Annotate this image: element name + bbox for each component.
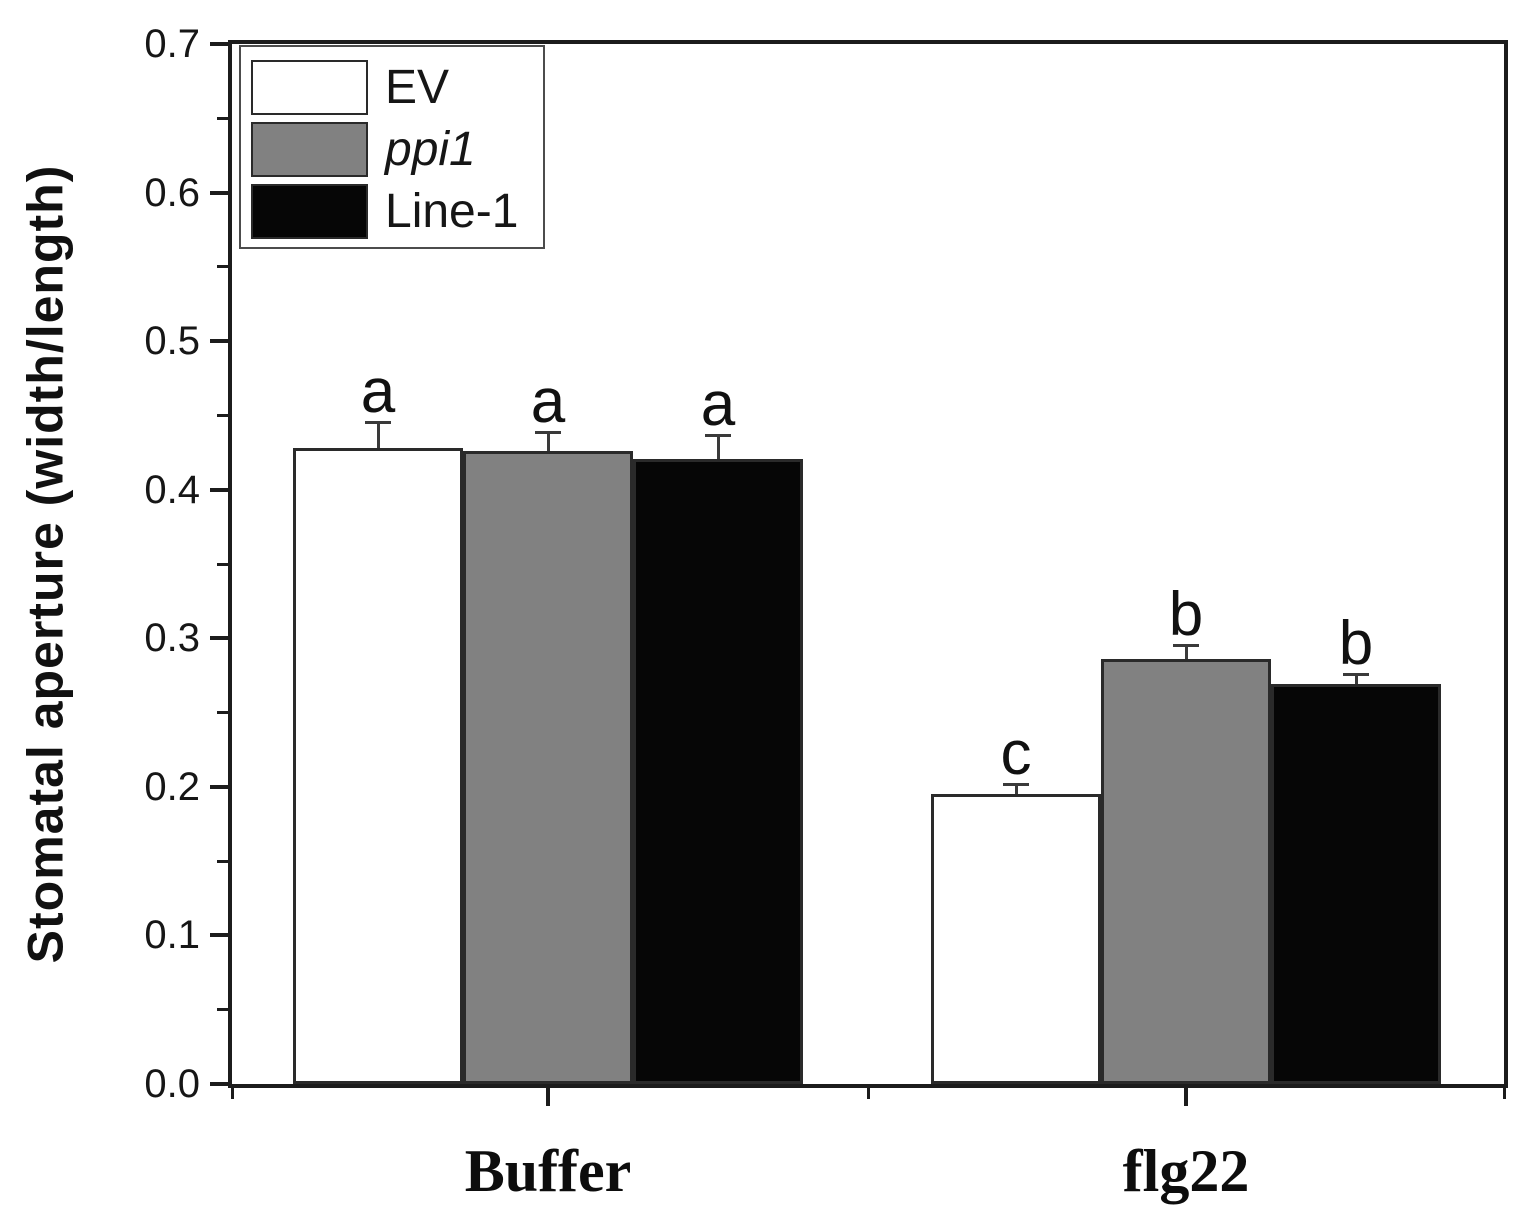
y-major-tick [210, 636, 228, 641]
bar [633, 458, 803, 1084]
y-tick-label: 0.6 [144, 170, 200, 215]
error-bar-cap [705, 434, 731, 438]
x-major-tick [1184, 1086, 1188, 1106]
x-minor-tick [1502, 1086, 1506, 1099]
error-bar [376, 422, 380, 449]
y-axis-title: Stomatal aperture (width/length) [6, 44, 84, 1084]
bar [1271, 684, 1441, 1084]
y-major-tick [210, 784, 228, 789]
significance-letter: a [700, 370, 736, 440]
significance-letter: b [1338, 609, 1374, 679]
y-minor-tick [217, 562, 228, 566]
y-major-tick [210, 42, 228, 46]
x-major-tick [546, 1086, 550, 1106]
legend-item: ppi1 [251, 118, 543, 180]
y-major-tick [210, 933, 228, 938]
y-tick-label: 0.2 [144, 764, 200, 809]
x-category-label: Buffer [464, 1138, 632, 1204]
error-bar [1184, 645, 1188, 660]
legend-item: Line-1 [251, 180, 543, 242]
legend-swatch [251, 121, 368, 177]
y-minor-tick [217, 1008, 228, 1012]
legend-item: EV [251, 56, 543, 118]
y-tick-label: 0.0 [144, 1062, 200, 1106]
error-bar-cap [1173, 643, 1199, 647]
legend-swatch [251, 183, 368, 239]
y-minor-tick [217, 265, 228, 269]
y-minor-tick [217, 116, 228, 120]
bar [293, 448, 463, 1084]
y-major-tick [210, 339, 228, 344]
error-bar-cap [1003, 783, 1029, 787]
y-major-tick [210, 487, 228, 492]
legend-swatch [251, 59, 368, 115]
legend-label: Line-1 [385, 184, 519, 238]
significance-letter: a [360, 356, 396, 426]
bar [931, 794, 1101, 1084]
error-bar [546, 433, 550, 452]
significance-letter: c [1000, 719, 1032, 789]
legend-label: EV [385, 60, 450, 114]
y-tick-label: 0.3 [144, 616, 200, 661]
error-bar [1354, 675, 1358, 685]
x-minor-tick [230, 1086, 234, 1099]
y-axis-title-text: Stomatal aperture (width/length) [17, 164, 74, 964]
significance-letter: b [1168, 579, 1204, 649]
y-tick-label: 0.5 [144, 319, 200, 364]
bar [463, 451, 633, 1084]
y-major-tick [210, 190, 228, 195]
error-bar-cap [535, 431, 561, 435]
y-minor-tick [217, 859, 228, 863]
error-bar-cap [365, 420, 391, 424]
y-major-tick [210, 1082, 228, 1086]
error-bar-cap [1343, 673, 1369, 677]
x-minor-tick [866, 1086, 870, 1099]
y-tick-label: 0.1 [144, 913, 200, 958]
y-tick-label: 0.4 [144, 467, 200, 512]
error-bar [1014, 785, 1018, 795]
y-minor-tick [217, 711, 228, 715]
legend: EV ppi1 Line-1 [239, 45, 545, 249]
significance-letter: a [530, 367, 566, 437]
legend-label: ppi1 [385, 122, 476, 176]
x-category-label: flg22 [1122, 1138, 1250, 1204]
error-bar [716, 436, 720, 459]
y-minor-tick [217, 413, 228, 417]
bar [1101, 659, 1271, 1084]
y-tick-label: 0.7 [144, 22, 200, 66]
